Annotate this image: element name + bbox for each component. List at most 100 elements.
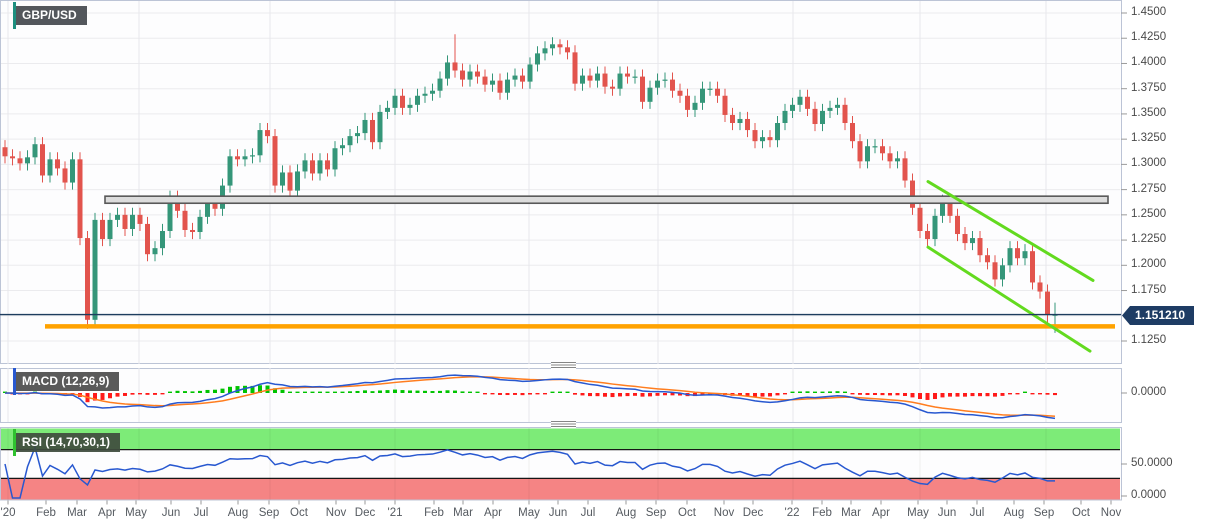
macd-histogram-bar	[1000, 393, 1005, 396]
macd-histogram-bar	[258, 385, 262, 393]
price-axis-label: 1.2500	[1131, 207, 1167, 220]
candle-body	[437, 78, 443, 91]
candle-body	[92, 219, 98, 320]
candle-body	[1000, 265, 1005, 280]
macd-histogram-bar	[123, 393, 127, 396]
macd-pane	[0, 368, 1122, 423]
candle-body	[385, 107, 390, 112]
macd-histogram-bar	[400, 390, 405, 393]
macd-histogram-bar	[190, 391, 195, 393]
rsi-oversold-zone	[1, 478, 1120, 500]
macd-histogram-bar	[445, 390, 450, 393]
candle-body	[977, 238, 983, 256]
macd-histogram-bar	[835, 391, 840, 393]
candle-body	[497, 80, 503, 93]
time-axis-label: May	[907, 507, 929, 519]
macd-histogram-bar	[138, 393, 142, 395]
macd-legend-badge[interactable]: MACD (12,26,9)	[13, 368, 120, 395]
candle-body	[47, 159, 53, 176]
candle-body	[280, 172, 285, 186]
macd-histogram-bar	[985, 393, 990, 397]
macd-histogram-bar	[738, 393, 742, 396]
candle-body	[190, 229, 195, 233]
candle-body	[362, 119, 368, 134]
time-axis-label: Dec	[354, 507, 376, 519]
macd-histogram-bar	[430, 391, 435, 393]
time-axis-label: Jul	[969, 507, 985, 519]
candle-body	[655, 80, 660, 88]
macd-histogram-bar	[438, 390, 442, 393]
macd-histogram-bar	[468, 391, 472, 393]
macd-histogram-bar	[700, 393, 705, 396]
price-axis-label: 1.4250	[1131, 31, 1167, 44]
candle-body	[797, 96, 803, 105]
candle-body	[872, 146, 878, 148]
rsi-axis-label: 0.0000	[1131, 489, 1167, 501]
price-axis-label: 1.2250	[1131, 233, 1167, 246]
candle-body	[745, 118, 750, 131]
macd-histogram-bar	[198, 390, 202, 393]
candle-body	[452, 62, 458, 71]
macd-label: MACD (12,26,9)	[22, 374, 110, 388]
macd-histogram-bar	[355, 390, 360, 393]
candle-body	[587, 75, 593, 81]
candle-body	[467, 71, 473, 80]
macd-histogram-bar	[205, 389, 210, 393]
candle-body	[535, 53, 540, 65]
macd-histogram-bar	[1030, 393, 1035, 395]
macd-histogram-bar	[768, 393, 772, 397]
candle-body	[520, 75, 525, 82]
rsi-legend-badge[interactable]: RSI (14,70,30,1)	[13, 429, 121, 456]
macd-histogram-bar	[880, 393, 885, 396]
candle-body	[55, 159, 60, 169]
price-axis-label: 1.3250	[1131, 132, 1167, 145]
macd-histogram-bar	[310, 391, 315, 393]
macd-histogram-bar	[243, 385, 247, 393]
candle-body	[1045, 291, 1050, 315]
candle-body	[287, 172, 293, 191]
candle-body	[895, 158, 900, 162]
macd-histogram-bar	[760, 393, 765, 397]
symbol-legend-badge[interactable]: GBP/USD	[13, 2, 87, 29]
candle-body	[790, 104, 795, 111]
macd-histogram-bar	[805, 391, 810, 393]
macd-histogram-bar	[625, 393, 630, 397]
candle-body	[715, 88, 720, 96]
pane-resize-handle-rsi[interactable]	[551, 421, 576, 428]
candle-body	[880, 146, 885, 154]
candle-body	[985, 255, 990, 263]
candle-body	[625, 73, 630, 77]
candle-body	[340, 145, 345, 149]
time-axis-label: Aug	[227, 507, 249, 519]
candle-body	[1022, 251, 1028, 259]
candle-body	[767, 137, 773, 141]
candle-body	[850, 123, 855, 142]
macd-histogram-bar	[505, 393, 510, 396]
time-axis-label: Nov	[1100, 507, 1122, 519]
macd-histogram-bar	[655, 393, 660, 396]
candle-body	[175, 197, 180, 211]
time-axis-label: Mar	[841, 507, 861, 519]
macd-histogram-bar	[303, 391, 307, 393]
macd-histogram-bar	[903, 393, 907, 396]
candle-body	[62, 168, 68, 183]
macd-histogram-bar	[265, 385, 270, 393]
macd-histogram-bar	[130, 393, 135, 395]
candle-body	[325, 160, 330, 170]
macd-histogram-bar	[483, 393, 487, 395]
macd-histogram-bar	[250, 385, 255, 393]
candle-body	[422, 93, 428, 96]
macd-histogram-bar	[423, 390, 427, 393]
candle-body	[827, 107, 833, 111]
candle-body	[722, 95, 728, 115]
macd-histogram-bar	[978, 393, 982, 397]
pane-resize-handle-macd[interactable]	[551, 362, 576, 369]
macd-histogram-bar	[235, 386, 240, 393]
macd-histogram-bar	[663, 393, 667, 396]
macd-histogram-bar	[415, 390, 420, 393]
time-axis-label: Oct	[1072, 507, 1090, 519]
candle-body	[332, 148, 338, 170]
macd-histogram-bar	[153, 393, 157, 395]
macd-histogram-bar	[280, 389, 285, 393]
